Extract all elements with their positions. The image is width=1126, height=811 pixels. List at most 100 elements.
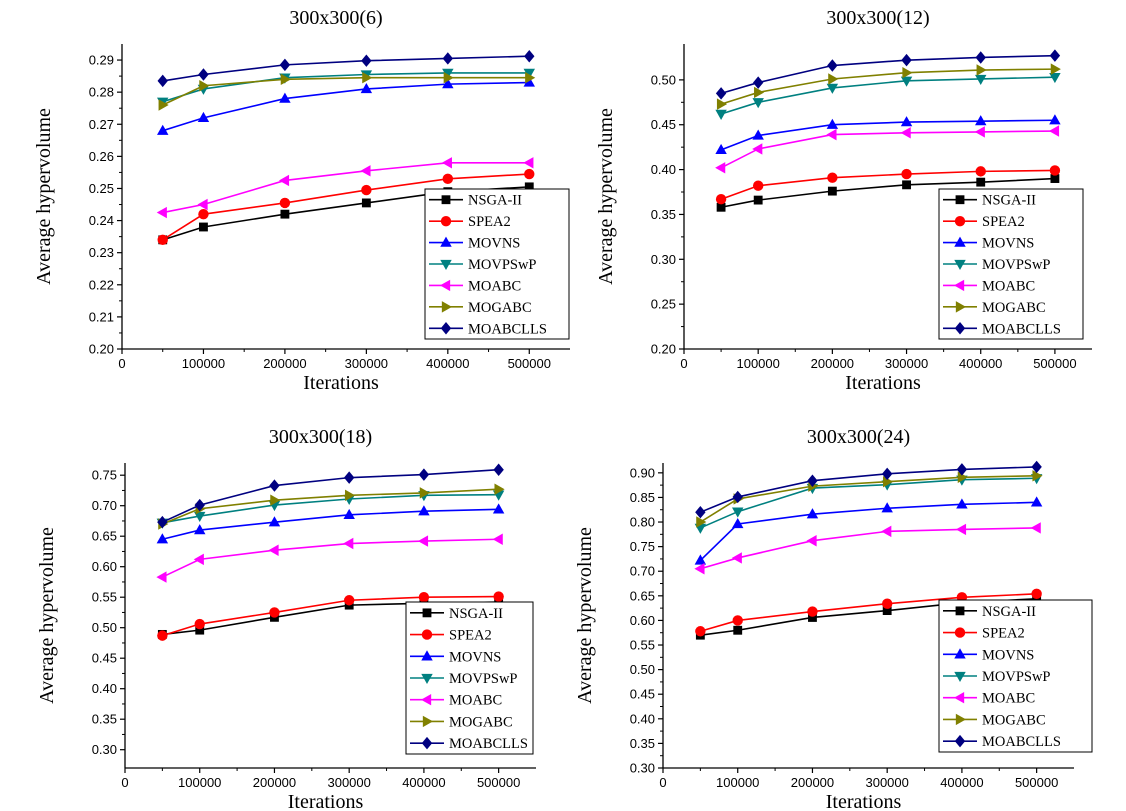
series-line-MOGABC bbox=[162, 488, 499, 525]
data-point-MOABCLLS bbox=[361, 54, 372, 67]
y-tick-label: 0.55 bbox=[92, 590, 117, 605]
y-tick-label: 0.35 bbox=[630, 736, 655, 751]
data-point-MOABCLLS bbox=[715, 87, 727, 100]
data-point-MOGABC bbox=[419, 487, 430, 499]
series-line-MOABCLLS bbox=[700, 466, 1037, 513]
legend-label: MOGABC bbox=[449, 714, 513, 730]
data-point-MOVPSwP bbox=[715, 109, 727, 120]
legend-label: SPEA2 bbox=[982, 214, 1025, 230]
data-point-MOVNS bbox=[523, 76, 535, 87]
legend-label: SPEA2 bbox=[449, 628, 492, 644]
data-point-NSGA-II bbox=[733, 625, 743, 635]
x-axis-label: Iterations bbox=[303, 372, 379, 394]
y-tick-label: 0.45 bbox=[92, 651, 117, 666]
data-point-MOABCLLS bbox=[194, 498, 205, 512]
series-line-MOVNS bbox=[162, 508, 499, 541]
data-point-MOVPSwP bbox=[194, 511, 206, 523]
data-point-MOGABC bbox=[696, 516, 707, 528]
data-point-MOABC bbox=[881, 525, 892, 538]
x-tick-label: 0 bbox=[121, 775, 128, 790]
legend-entry: NSGA-II bbox=[429, 193, 522, 209]
data-point-MOVNS bbox=[715, 143, 727, 155]
data-point-NSGA-II bbox=[753, 195, 763, 205]
legend-entry: SPEA2 bbox=[410, 628, 492, 644]
data-point-MOABC bbox=[694, 563, 705, 575]
y-tick-label: 0.30 bbox=[651, 252, 676, 267]
data-point-MOABCLLS bbox=[901, 53, 912, 67]
data-point-SPEA2 bbox=[194, 618, 205, 630]
legend-box bbox=[938, 188, 1084, 340]
data-point-NSGA-II bbox=[524, 182, 534, 192]
legend-entry: MOVPSwP bbox=[410, 671, 518, 687]
data-point-MOABC bbox=[806, 535, 817, 547]
data-point-MOGABC bbox=[199, 80, 210, 92]
x-tick-label: 200000 bbox=[253, 775, 296, 790]
series-line-MOABCLLS bbox=[162, 55, 530, 82]
data-point-MOGABC bbox=[957, 471, 968, 483]
data-point-MOGABC bbox=[158, 99, 169, 111]
data-point-MOGABC bbox=[976, 64, 987, 76]
data-point-SPEA2 bbox=[807, 606, 818, 617]
legend-label: MOVNS bbox=[982, 647, 1034, 663]
data-point-MOGABC bbox=[1032, 470, 1043, 482]
y-tick-label: 0.50 bbox=[651, 72, 676, 87]
legend-marker bbox=[954, 671, 966, 682]
legend: NSGA-II SPEA2 MOVNS MOVPSwP MOABC MOGABC MOABC… bbox=[424, 188, 570, 340]
x-tick-label: 200000 bbox=[811, 356, 854, 371]
data-point-SPEA2 bbox=[715, 193, 727, 205]
series-line-SPEA2 bbox=[162, 595, 499, 637]
y-tick-label: 0.20 bbox=[651, 342, 676, 357]
y-tick-label: 0.28 bbox=[89, 85, 114, 100]
data-point-NSGA-II bbox=[808, 613, 817, 622]
legend-label: MOABC bbox=[982, 278, 1035, 294]
data-point-MOVNS bbox=[268, 516, 281, 527]
data-point-MOVNS bbox=[194, 524, 206, 535]
data-point-MOVNS bbox=[360, 82, 373, 94]
y-tick-label: 0.24 bbox=[89, 213, 114, 228]
data-point-MOABCLLS bbox=[269, 479, 280, 492]
legend-entry: MOABC bbox=[429, 278, 521, 294]
data-point-MOVNS bbox=[442, 78, 454, 89]
y-tick-label: 0.40 bbox=[92, 681, 117, 696]
x-tick-label: 100000 bbox=[716, 775, 759, 790]
data-point-MOABC bbox=[156, 571, 167, 583]
data-point-MOVNS bbox=[694, 554, 707, 565]
data-point-MOABC bbox=[715, 162, 726, 174]
data-point-MOABC bbox=[343, 537, 354, 550]
legend-marker bbox=[440, 279, 451, 292]
legend-entry: MOGABC bbox=[410, 714, 513, 730]
data-point-SPEA2 bbox=[493, 591, 504, 602]
y-tick-label: 0.75 bbox=[630, 539, 655, 554]
data-point-NSGA-II bbox=[827, 186, 837, 196]
data-point-MOABCLLS bbox=[524, 49, 535, 63]
data-point-NSGA-II bbox=[1050, 174, 1060, 183]
data-point-MOABCLLS bbox=[975, 51, 986, 64]
data-point-MOABC bbox=[752, 143, 763, 155]
data-point-MOVPSwP bbox=[732, 507, 744, 518]
legend-marker bbox=[440, 259, 452, 270]
data-point-MOABC bbox=[492, 533, 503, 545]
legend-marker bbox=[421, 693, 432, 706]
data-point-MOVNS bbox=[956, 498, 968, 509]
y-tick-label: 0.45 bbox=[630, 687, 655, 702]
data-point-NSGA-II bbox=[882, 606, 892, 616]
data-point-MOGABC bbox=[716, 98, 728, 110]
x-tick-label: 400000 bbox=[940, 775, 983, 790]
data-point-MOABC bbox=[974, 126, 985, 138]
y-tick-label: 0.75 bbox=[92, 468, 117, 483]
x-tick-label: 300000 bbox=[885, 356, 928, 371]
chart-title: 300x300(18) bbox=[269, 426, 372, 448]
legend-marker bbox=[954, 279, 965, 292]
data-point-MOGABC bbox=[754, 86, 765, 99]
legend-entry: MOABCLLS bbox=[943, 734, 1061, 750]
legend-label: NSGA-II bbox=[982, 193, 1036, 209]
data-point-MOGABC bbox=[443, 71, 454, 84]
y-tick-label: 0.21 bbox=[89, 309, 114, 324]
legend-label: MOABC bbox=[449, 693, 502, 709]
data-point-MOABCLLS bbox=[157, 515, 168, 529]
data-point-MOVPSwP bbox=[442, 68, 454, 79]
legend-marker bbox=[954, 648, 966, 659]
legend-entry: MOVPSwP bbox=[943, 669, 1051, 685]
data-point-SPEA2 bbox=[695, 626, 706, 637]
data-point-MOABC bbox=[156, 206, 167, 219]
